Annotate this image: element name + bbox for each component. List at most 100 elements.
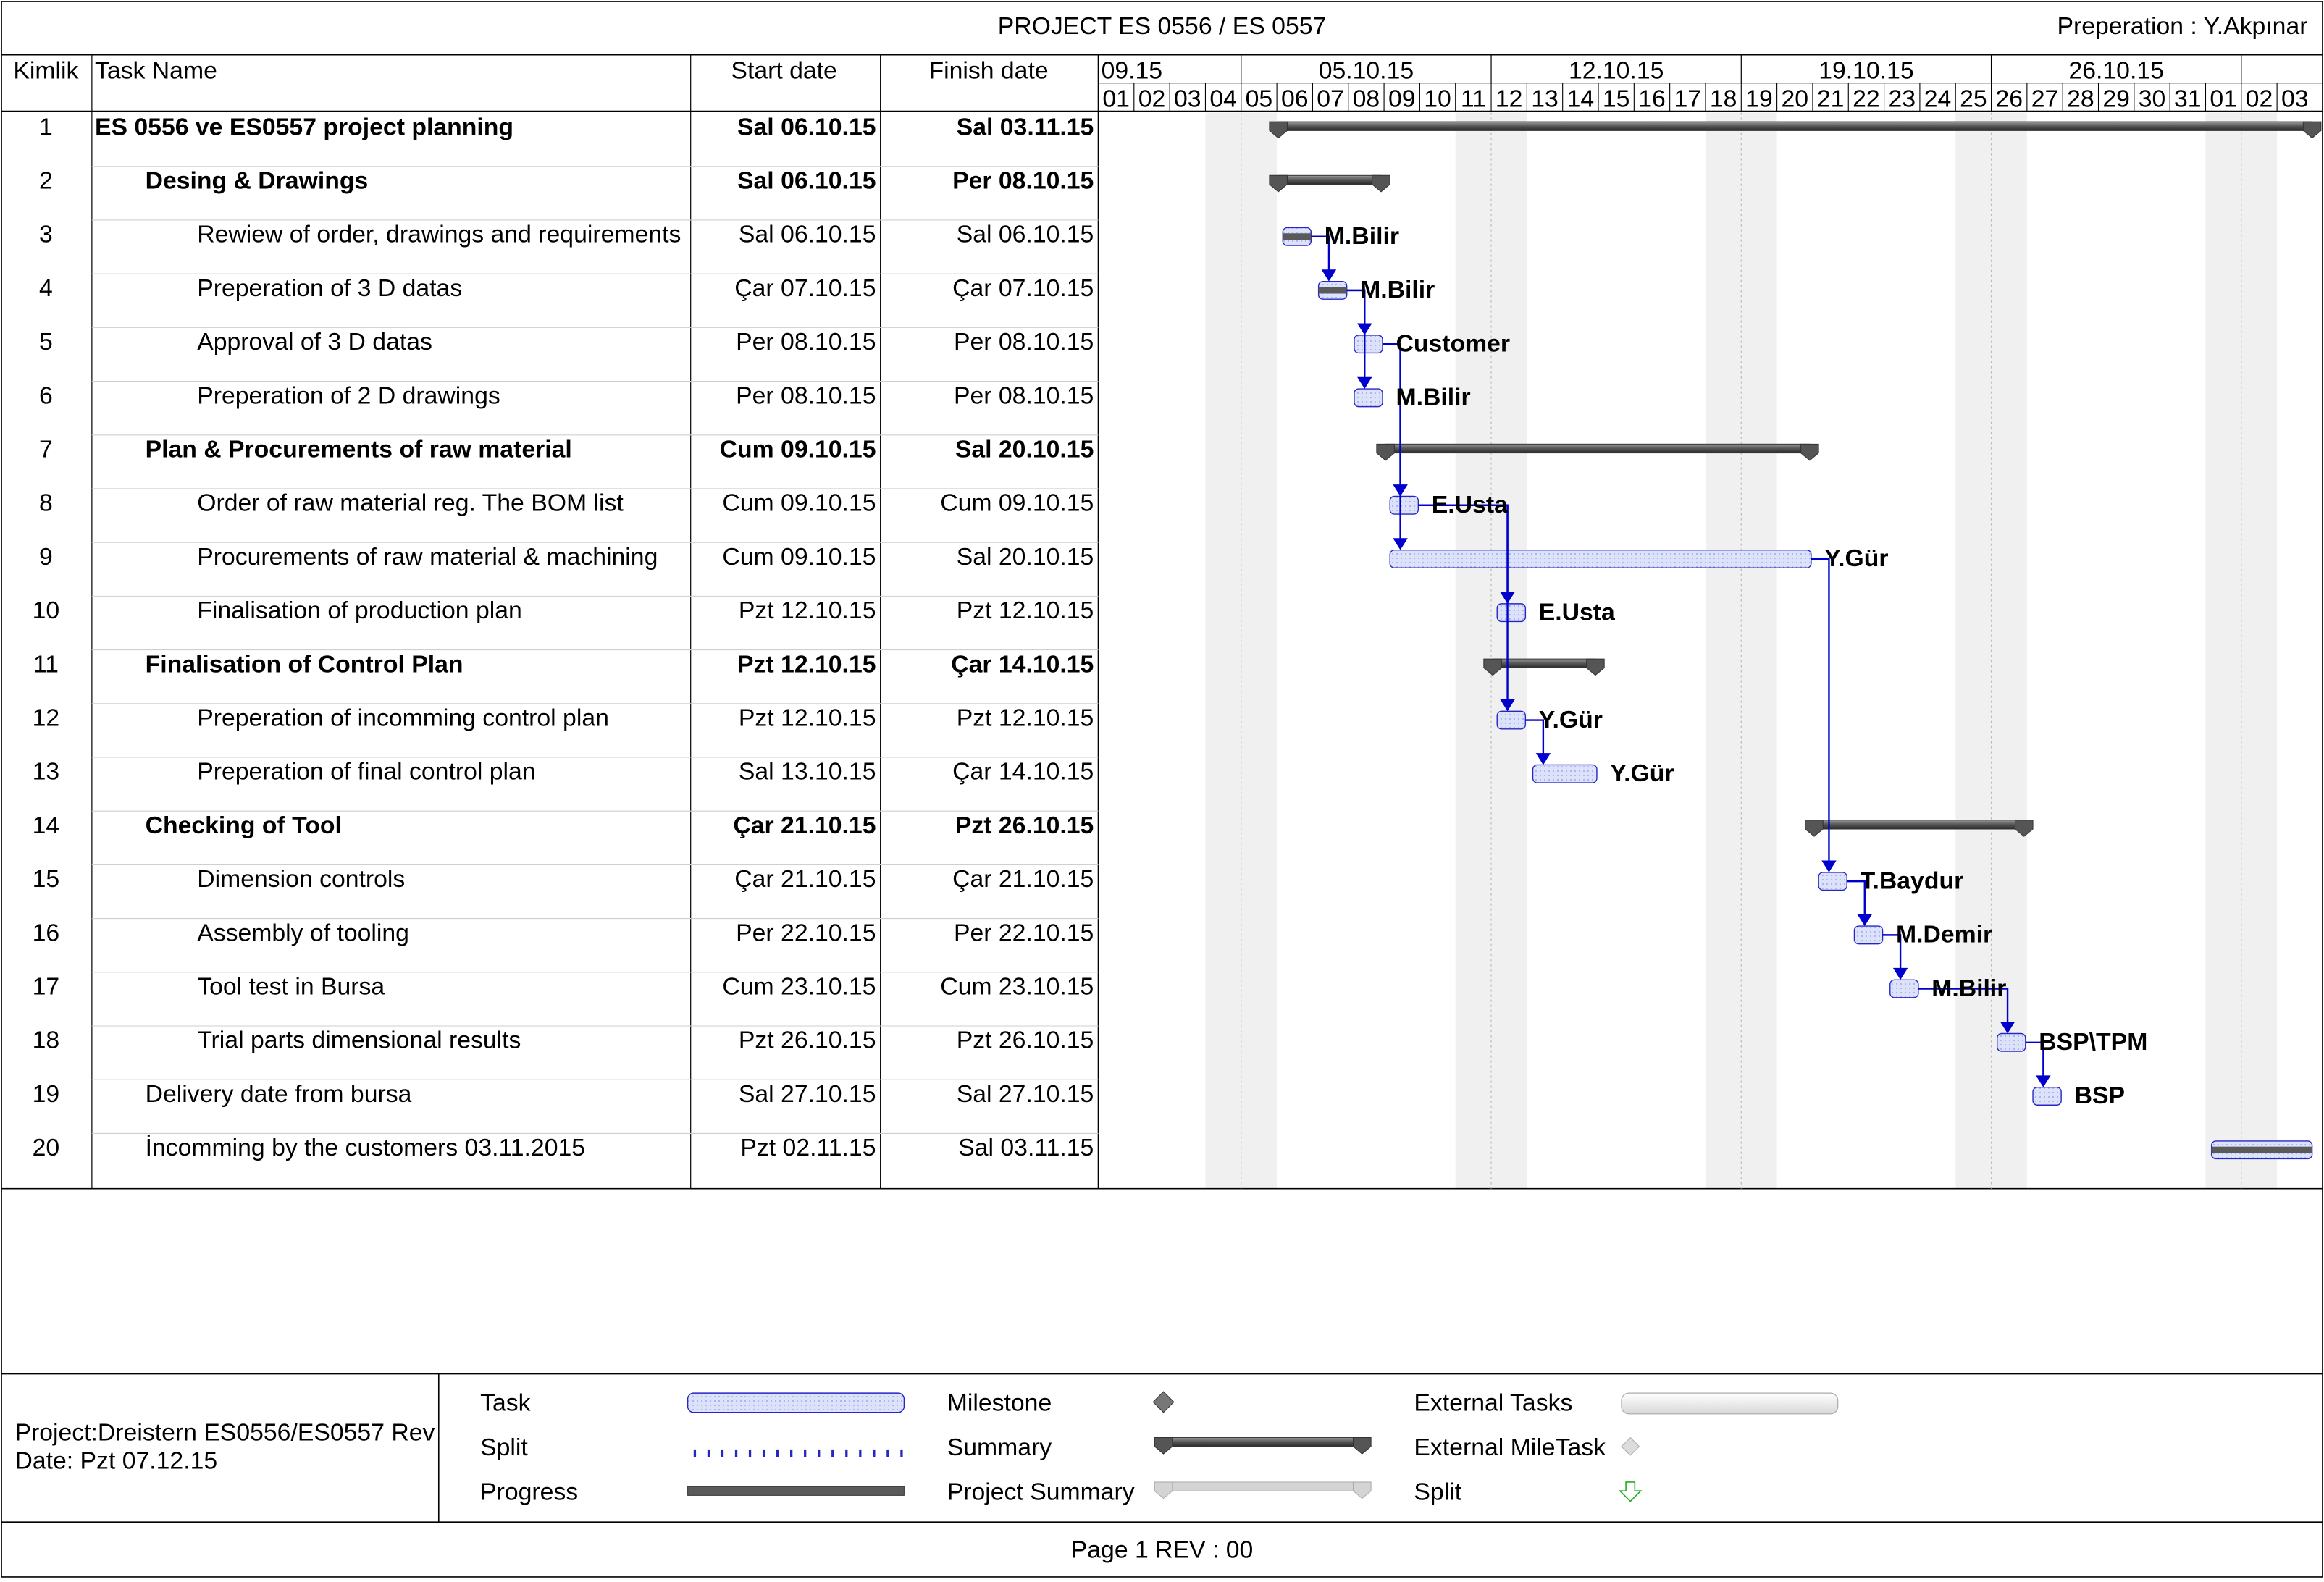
legend-split-swatch [900, 1449, 903, 1457]
task-bar [1853, 925, 1884, 945]
task-name: Tool test in Bursa [197, 973, 385, 1001]
task-bar-body [1389, 549, 1812, 568]
column-header-id: Kimlik [13, 56, 78, 84]
summary-bar [1483, 658, 1605, 676]
task-bar-body [1532, 764, 1598, 783]
task-name: İncomming by the customers 03.11.2015 [146, 1134, 585, 1161]
task-start-date: Cum 09.10.15 [722, 543, 876, 571]
legend-external-milestask-label: External MileTask [1414, 1434, 1606, 1461]
task-finish-date: Sal 06.10.15 [957, 221, 1094, 248]
legend-split-swatch [776, 1449, 779, 1457]
task-id: 15 [33, 865, 60, 893]
task-bar-body [1354, 335, 1383, 354]
task-name: Plan & Procurements of raw material [146, 435, 572, 463]
project-date: Date: Pzt 07.12.15 [14, 1447, 217, 1475]
task-name: Order of raw material reg. The BOM list [197, 489, 624, 517]
timescale-day-label: 04 [1209, 85, 1237, 112]
timescale-week-label: 09.15 [1102, 56, 1163, 84]
preparer-label: Preperation : Y.Akpınar [2057, 12, 2307, 40]
timescale-day-label: 31 [2174, 85, 2202, 112]
task-name: Approval of 3 D datas [197, 328, 432, 355]
task-finish-date: Sal 03.11.15 [958, 1134, 1094, 1161]
legend-split-swatch [845, 1449, 848, 1457]
project-summary-bar [1269, 121, 2322, 139]
legend-split-swatch [748, 1449, 752, 1457]
summary-bar-body [1278, 174, 1382, 185]
task-start-date: Per 08.10.15 [736, 382, 876, 409]
link-arrowhead [1857, 914, 1873, 927]
timescale-day-label: 07 [1317, 85, 1344, 112]
link-arrowhead [1821, 860, 1837, 872]
split-arrow-icon [1618, 1481, 1643, 1502]
timescale-day-label: 21 [1817, 85, 1845, 112]
timescale-day-label: 03 [2281, 85, 2309, 112]
legend-project-summary-swatch [1154, 1481, 1372, 1499]
task-name: Preperation of final control plan [197, 758, 535, 786]
legend-summary-swatch [1154, 1437, 1372, 1455]
legend-task-swatch [687, 1392, 905, 1413]
task-id: 13 [33, 758, 60, 786]
task-start-date: Çar 21.10.15 [734, 865, 876, 893]
timescale-day-label: 06 [1281, 85, 1309, 112]
legend-milestone-label: Milestone [947, 1389, 1052, 1417]
task-finish-date: Çar 07.10.15 [952, 274, 1094, 302]
summary-bar-cap [1483, 658, 1502, 676]
task-finish-date: Çar 21.10.15 [952, 865, 1094, 893]
task-name: Trial parts dimensional results [197, 1027, 521, 1054]
legend-split-swatch [707, 1449, 710, 1457]
legend-summary-cap [1353, 1437, 1372, 1455]
timescale-day-label: 02 [2246, 85, 2273, 112]
task-name: Desing & Drawings [146, 167, 369, 194]
task-start-date: Sal 06.10.15 [737, 113, 876, 140]
task-id: 9 [39, 543, 53, 571]
task-finish-date: Per 08.10.15 [954, 328, 1094, 355]
column-header-name: Task Name [95, 56, 217, 84]
task-finish-date: Sal 20.10.15 [955, 435, 1094, 463]
resource-label: M.Bilir [1360, 276, 1435, 303]
timescale-day-label: 09 [1388, 85, 1416, 112]
dependency-link [1525, 719, 1545, 764]
dependency-link [1418, 504, 1509, 710]
timescale-day-label: 11 [1461, 85, 1486, 112]
timescale-week-label: 05.10.15 [1319, 56, 1414, 84]
dependency-link [1918, 988, 2009, 1032]
task-finish-date: Çar 14.10.15 [952, 758, 1094, 786]
legend-external-tasks-swatch [1621, 1392, 1839, 1415]
timescale-day-label: 17 [1674, 85, 1702, 112]
legend-external-tasks-label: External Tasks [1414, 1389, 1572, 1417]
timescale-day-label: 18 [1710, 85, 1737, 112]
column-header-start: Start date [731, 56, 836, 84]
timescale-day-label: 16 [1638, 85, 1666, 112]
timescale-day-label: 30 [2139, 85, 2166, 112]
task-finish-date: Pzt 26.10.15 [955, 812, 1094, 839]
timescale-day-label: 14 [1567, 85, 1595, 112]
resource-label: BSP [2075, 1082, 2125, 1109]
summary-bar-body [1385, 443, 1811, 454]
summary-bar [1805, 820, 2034, 837]
timescale-day-label: 29 [2102, 85, 2130, 112]
legend-split-swatch [734, 1449, 738, 1457]
task-finish-date: Per 08.10.15 [952, 167, 1094, 194]
task-id: 4 [39, 274, 53, 302]
dependency-link [1346, 289, 1366, 388]
task-bar [1389, 549, 1812, 568]
timescale-day-label: 19 [1745, 85, 1773, 112]
summary-bar-cap [1800, 443, 1819, 461]
link-arrowhead [1500, 699, 1515, 712]
task-name: Checking of Tool [146, 812, 342, 839]
summary-bar-cap [2302, 121, 2322, 139]
resource-label: M.Bilir [1325, 222, 1399, 250]
task-name: ES 0556 ve ES0557 project planning [95, 113, 513, 140]
timescale-day-label: 24 [1924, 85, 1952, 112]
task-bar-body [1997, 1032, 2026, 1052]
link-arrowhead [1357, 376, 1372, 390]
summary-bar-cap [1376, 443, 1395, 461]
link-arrowhead [2036, 1075, 2051, 1087]
resource-label: BSP\TPM [2039, 1028, 2147, 1056]
task-start-date: Sal 06.10.15 [737, 167, 876, 194]
page-title: PROJECT ES 0556 / ES 0557 [998, 12, 1327, 40]
task-start-date: Cum 09.10.15 [720, 435, 876, 463]
task-start-date: Per 08.10.15 [736, 328, 876, 355]
task-bar [1496, 710, 1527, 730]
